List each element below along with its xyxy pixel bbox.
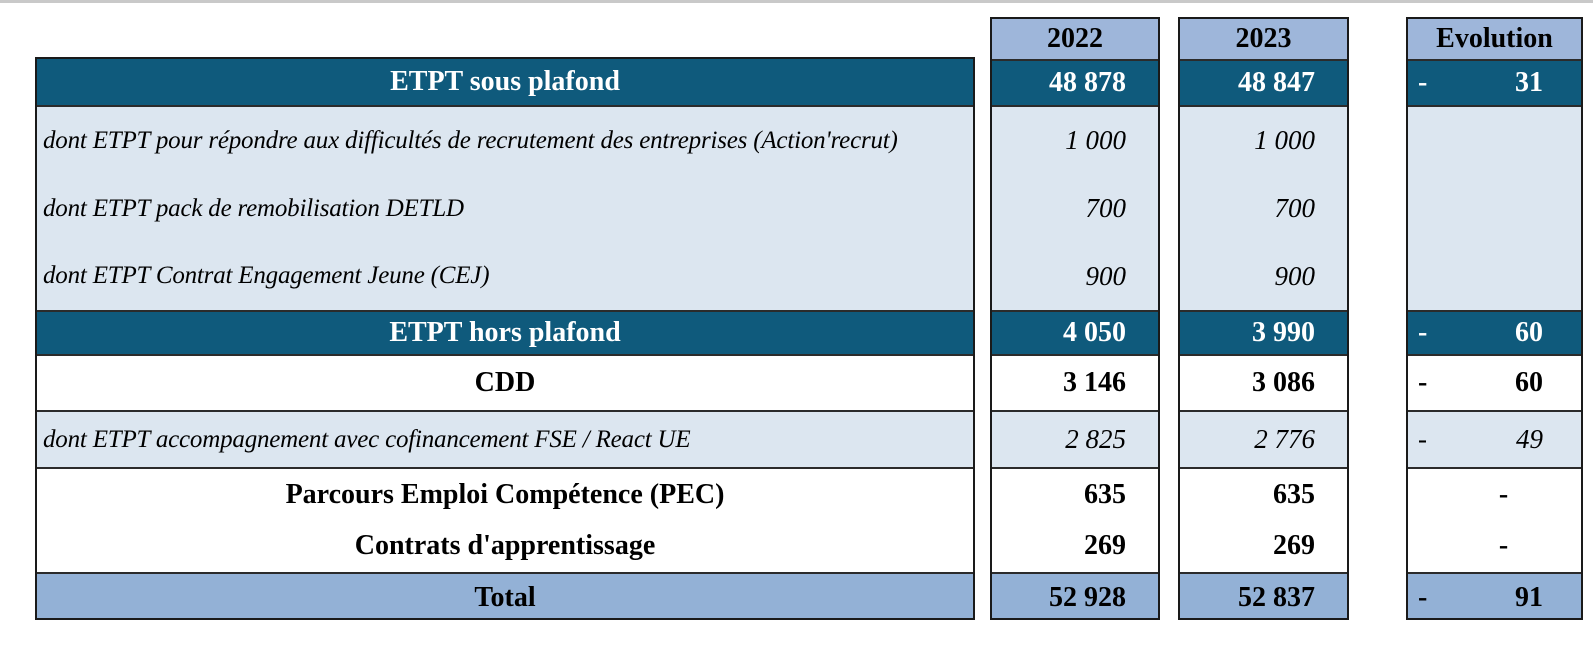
cell-2022-cdd: 3 146: [992, 354, 1158, 410]
label-etpt-sous-plafond: ETPT sous plafond: [390, 66, 620, 97]
cell-2022-dont-cej: 900: [1085, 260, 1127, 291]
column-2023: 2023 48 847 1 000 700 900 3 990 3 086 2 …: [1178, 17, 1349, 620]
evo-value: 91: [1515, 582, 1543, 613]
cell-2023-pec: 635: [1273, 478, 1315, 510]
column-2022: 2022 48 878 1 000 700 900 4 050 3 146 2 …: [990, 17, 1160, 620]
cell-block-evo-contrats: - -: [1408, 467, 1581, 572]
cell-2022-dont-fse: 2 825: [992, 410, 1158, 467]
label-apprentissage: Contrats d'apprentissage: [354, 530, 656, 562]
cell-2023-etpt-sous-plafond: 48 847: [1180, 59, 1347, 105]
minus-sign: -: [1418, 67, 1428, 98]
cell-2023-dont-fse: 2 776: [1180, 410, 1347, 467]
minus-sign: -: [1418, 317, 1428, 348]
row-label-etpt-sous-plafond: ETPT sous plafond: [37, 59, 973, 105]
column-evolution: Evolution - 31 - 60 - 60 - 49 - - - 91: [1406, 17, 1583, 620]
cell-2023-cdd: 3 086: [1180, 354, 1347, 410]
header-2023: 2023: [1180, 19, 1347, 59]
cell-2023-dont-action-recrut: 1 000: [1254, 125, 1315, 156]
label-dont-fse: dont ETPT accompagnement avec cofinancem…: [43, 425, 691, 453]
evo-value: 60: [1515, 367, 1543, 398]
minus-sign: -: [1418, 367, 1428, 398]
label-block-dont-sous-plafond: dont ETPT pour répondre aux difficultés …: [37, 105, 973, 310]
row-label-dont-fse: dont ETPT accompagnement avec cofinancem…: [37, 410, 973, 467]
cell-block-2022-contrats: 635 269: [992, 467, 1158, 572]
label-pec: Parcours Emploi Compétence (PEC): [285, 478, 725, 510]
cell-block-2023-dont: 1 000 700 900: [1180, 105, 1347, 310]
cell-evo-dont-fse: - 49: [1408, 410, 1581, 467]
label-column: ETPT sous plafond dont ETPT pour répondr…: [35, 57, 975, 620]
label-cdd: CDD: [474, 367, 536, 398]
label-dont-detld: dont ETPT pack de remobilisation DETLD: [43, 194, 464, 222]
cell-evo-apprentissage: -: [1498, 530, 1509, 562]
evo-value: 31: [1515, 67, 1543, 98]
cell-2023-dont-detld: 700: [1274, 193, 1316, 223]
row-label-total: Total: [37, 572, 973, 618]
header-evolution: Evolution: [1408, 19, 1581, 59]
label-dont-cej: dont ETPT Contrat Engagement Jeune (CEJ): [43, 262, 490, 290]
cell-evo-total: - 91: [1408, 572, 1581, 618]
row-label-etpt-hors-plafond: ETPT hors plafond: [37, 310, 973, 354]
cell-2022-etpt-sous-plafond: 48 878: [992, 59, 1158, 105]
cell-2023-dont-cej: 900: [1274, 260, 1316, 291]
cell-2022-pec: 635: [1084, 478, 1126, 510]
label-total: Total: [474, 582, 536, 613]
cell-2023-etpt-hors-plafond: 3 990: [1180, 310, 1347, 354]
cell-evo-pec: -: [1498, 478, 1509, 510]
label-dont-action-recrut: dont ETPT pour répondre aux difficultés …: [43, 126, 898, 154]
cell-2022-etpt-hors-plafond: 4 050: [992, 310, 1158, 354]
cell-evo-cdd: - 60: [1408, 354, 1581, 410]
evo-value: 49: [1516, 424, 1543, 454]
cell-2022-apprentissage: 269: [1084, 530, 1126, 562]
label-block-contrats: Parcours Emploi Compétence (PEC) Contrat…: [37, 467, 973, 572]
page-top-divider: [0, 0, 1593, 3]
cell-2023-apprentissage: 269: [1273, 530, 1315, 562]
minus-sign: -: [1418, 582, 1428, 613]
cell-block-2023-contrats: 635 269: [1180, 467, 1347, 572]
cell-2022-total: 52 928: [992, 572, 1158, 618]
cell-evo-etpt-sous-plafond: - 31: [1408, 59, 1581, 105]
cell-evo-etpt-hors-plafond: - 60: [1408, 310, 1581, 354]
cell-block-2022-dont: 1 000 700 900: [992, 105, 1158, 310]
header-2022: 2022: [992, 19, 1158, 59]
cell-2022-dont-action-recrut: 1 000: [1065, 125, 1126, 156]
minus-sign: -: [1418, 424, 1427, 454]
evo-value: 60: [1515, 317, 1543, 348]
cell-2023-total: 52 837: [1180, 572, 1347, 618]
cell-2022-dont-detld: 700: [1085, 193, 1127, 223]
row-label-cdd: CDD: [37, 354, 973, 410]
cell-block-evo-dont-empty: [1408, 105, 1581, 310]
label-etpt-hors-plafond: ETPT hors plafond: [389, 317, 621, 348]
